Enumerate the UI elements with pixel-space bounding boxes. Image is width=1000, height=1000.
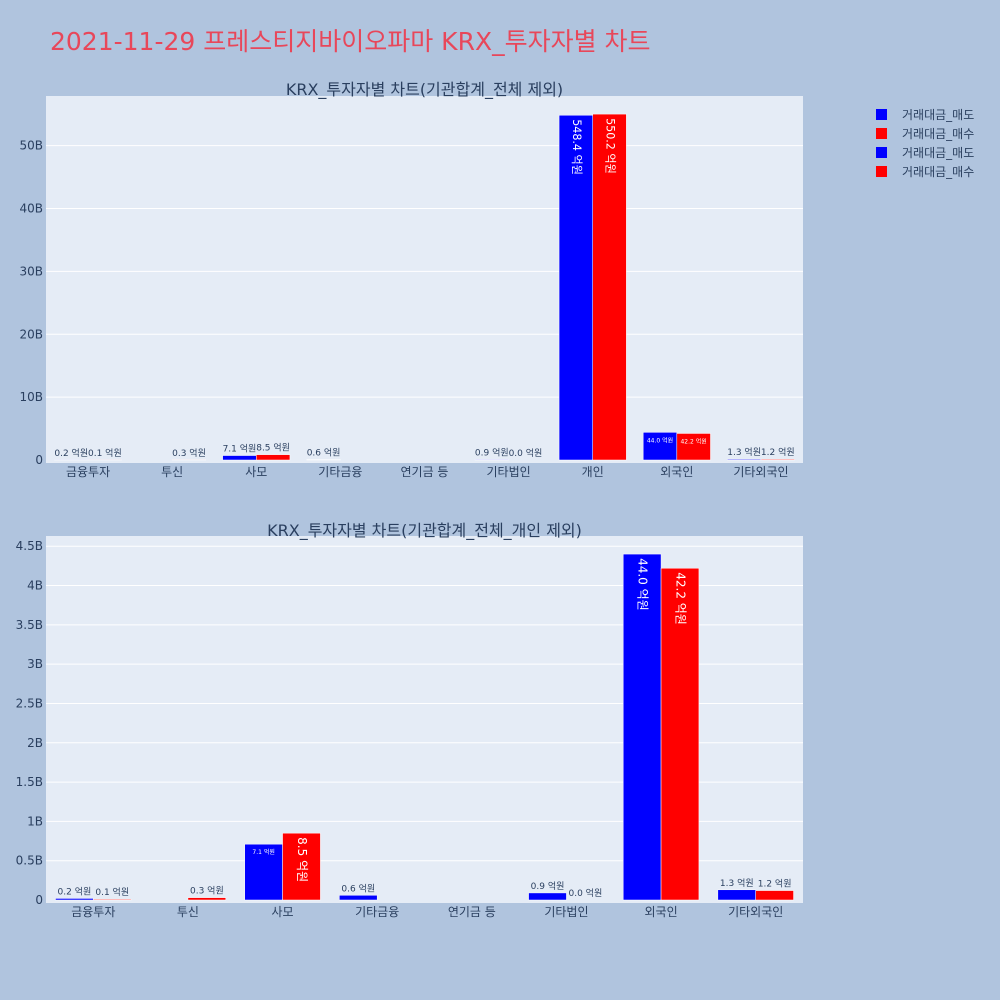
bar: [187, 897, 227, 901]
data-label: 0.3 억원: [172, 447, 206, 459]
bar: [755, 890, 794, 901]
y-tick-label: 4B: [27, 579, 43, 593]
page-title: 2021-11-29 프레스티지바이오파마 KRX_투자자별 차트: [50, 27, 651, 56]
legend-swatch: [876, 128, 887, 139]
bar: [717, 889, 756, 901]
y-tick-label: 4.5B: [16, 539, 43, 553]
x-tick-label: 금융투자: [71, 905, 115, 919]
x-tick-label: 기타법인: [487, 465, 531, 479]
bar: [592, 113, 627, 461]
y-tick-label: 40B: [19, 202, 43, 216]
data-label: 0.2 억원: [54, 447, 88, 459]
bar: [676, 433, 711, 461]
y-tick-label: 0: [35, 893, 43, 907]
x-tick-label: 사모: [272, 905, 294, 919]
y-tick-label: 1B: [27, 814, 43, 828]
legend-entry: 거래대금_매수: [902, 127, 974, 141]
legend-entry: 거래대금_매도: [902, 146, 974, 160]
bar: [727, 458, 762, 461]
bar: [55, 898, 94, 901]
x-tick-label: 기타외국인: [728, 905, 783, 919]
data-label: 0.1 억원: [88, 447, 122, 459]
data-label: 7.1 억원: [223, 443, 257, 455]
data-label: 1.3 억원: [720, 877, 754, 889]
bar: [622, 553, 662, 901]
data-label: 0.2 억원: [58, 885, 92, 897]
legend-entry: 거래대금_매수: [902, 165, 974, 179]
x-tick-label: 외국인: [645, 905, 678, 919]
bar: [528, 892, 567, 901]
chart-title: KRX_투자자별 차트(기관합계_전체_개인 제외): [267, 521, 582, 541]
bar: [339, 895, 378, 901]
x-tick-label: 기타외국인: [733, 465, 788, 479]
x-tick-label: 사모: [245, 465, 267, 479]
bar: [282, 832, 321, 901]
legend-swatch: [876, 166, 887, 177]
bar: [474, 459, 509, 461]
y-tick-label: 1.5B: [16, 775, 43, 789]
data-label: 0.9 억원: [475, 446, 509, 458]
chart-title: KRX_투자자별 차트(기관합계_전체 제외): [286, 80, 563, 100]
y-tick-label: 0: [35, 453, 43, 467]
data-label: 0.0 억원: [568, 887, 602, 899]
legend-swatch: [876, 147, 887, 158]
plot-area: [46, 96, 803, 463]
data-label: 42.2 억원: [680, 437, 706, 445]
data-label: 548.4 억원: [570, 119, 583, 175]
y-tick-label: 30B: [19, 264, 43, 278]
y-tick-label: 2B: [27, 736, 43, 750]
y-tick-label: 50B: [19, 139, 43, 153]
y-tick-label: 0.5B: [16, 854, 43, 868]
data-label: 0.6 억원: [341, 882, 375, 894]
y-tick-label: 3.5B: [16, 618, 43, 632]
data-label: 1.3 억원: [727, 446, 761, 458]
data-label: 0.0 억원: [509, 447, 543, 459]
data-label: 44.0 억원: [647, 436, 673, 444]
legend-entry: 거래대금_매도: [902, 108, 974, 122]
data-label: 8.5 억원: [256, 442, 290, 454]
x-tick-label: 투신: [177, 905, 199, 919]
data-label: 550.2 억원: [604, 118, 617, 174]
data-label: 0.6 억원: [307, 447, 341, 459]
legend-swatch: [876, 109, 887, 120]
data-label: 0.9 억원: [531, 880, 565, 892]
data-label: 7.1 억원: [252, 848, 275, 856]
data-label: 44.0 억원: [636, 558, 650, 611]
x-tick-label: 개인: [582, 465, 604, 479]
x-tick-label: 기타법인: [544, 905, 588, 919]
y-tick-label: 2.5B: [16, 696, 43, 710]
x-tick-label: 금융투자: [66, 465, 110, 479]
bar: [222, 455, 257, 461]
x-tick-label: 외국인: [660, 465, 693, 479]
y-tick-label: 10B: [19, 390, 43, 404]
bar: [660, 567, 700, 901]
y-tick-label: 20B: [19, 327, 43, 341]
x-tick-label: 연기금 등: [448, 905, 496, 919]
x-tick-label: 투신: [161, 465, 183, 479]
x-tick-label: 기타금융: [318, 465, 362, 479]
bar: [256, 454, 291, 461]
data-label: 0.1 억원: [95, 886, 129, 898]
data-label: 1.2 억원: [758, 878, 792, 890]
data-label: 42.2 억원: [673, 572, 687, 625]
x-tick-label: 기타금융: [355, 905, 399, 919]
y-tick-label: 3B: [27, 657, 43, 671]
data-label: 0.3 억원: [190, 885, 224, 897]
bar: [93, 898, 132, 901]
data-label: 1.2 억원: [761, 446, 795, 458]
x-tick-label: 연기금 등: [401, 465, 449, 479]
bar: [558, 114, 593, 461]
bar: [760, 458, 795, 461]
data-label: 8.5 억원: [295, 837, 309, 882]
